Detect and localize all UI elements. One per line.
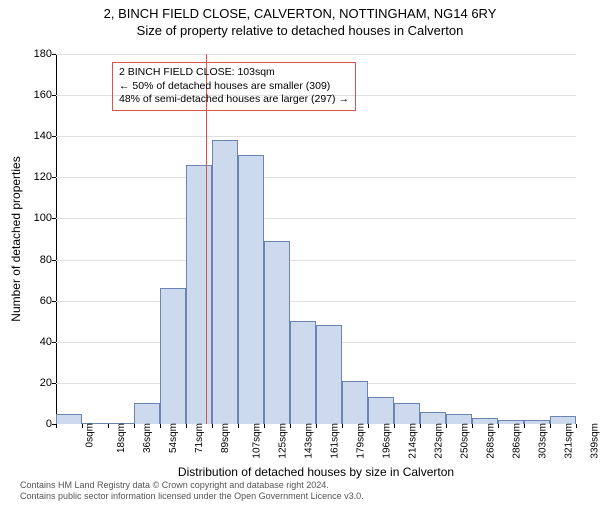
histogram-bar bbox=[212, 140, 238, 424]
footer-line-2: Contains public sector information licen… bbox=[20, 491, 364, 502]
y-tick-label: 40 bbox=[24, 336, 52, 348]
gridline bbox=[56, 177, 576, 178]
x-tick-mark bbox=[56, 424, 57, 428]
y-tick-mark bbox=[52, 383, 56, 384]
x-tick-label: 18sqm bbox=[116, 423, 127, 453]
gridline bbox=[56, 260, 576, 261]
annotation-line: 2 BINCH FIELD CLOSE: 103sqm bbox=[119, 66, 349, 80]
y-tick-label: 120 bbox=[24, 171, 52, 183]
y-tick-mark bbox=[52, 95, 56, 96]
y-tick-label: 20 bbox=[24, 377, 52, 389]
annotation-line: 48% of semi-detached houses are larger (… bbox=[119, 93, 349, 107]
x-tick-label: 89sqm bbox=[220, 423, 231, 453]
gridline bbox=[56, 301, 576, 302]
x-tick-label: 250sqm bbox=[460, 423, 471, 459]
histogram-bar bbox=[264, 241, 290, 424]
x-tick-label: 143sqm bbox=[304, 423, 315, 459]
x-tick-mark bbox=[82, 424, 83, 428]
x-tick-label: 303sqm bbox=[538, 423, 549, 459]
x-tick-mark bbox=[524, 424, 525, 428]
x-tick-label: 268sqm bbox=[486, 423, 497, 459]
x-tick-mark bbox=[160, 424, 161, 428]
x-tick-label: 232sqm bbox=[434, 423, 445, 459]
footer-attribution: Contains HM Land Registry data © Crown c… bbox=[20, 480, 364, 502]
x-tick-mark bbox=[394, 424, 395, 428]
x-tick-label: 36sqm bbox=[142, 423, 153, 453]
x-axis-label: Distribution of detached houses by size … bbox=[178, 465, 454, 479]
y-tick-mark bbox=[52, 177, 56, 178]
y-axis-label: Number of detached properties bbox=[9, 156, 23, 321]
y-tick-label: 60 bbox=[24, 295, 52, 307]
x-tick-mark bbox=[446, 424, 447, 428]
y-tick-mark bbox=[52, 301, 56, 302]
y-tick-label: 100 bbox=[24, 212, 52, 224]
y-tick-label: 180 bbox=[24, 48, 52, 60]
y-tick-mark bbox=[52, 218, 56, 219]
y-tick-mark bbox=[52, 136, 56, 137]
x-tick-label: 54sqm bbox=[168, 423, 179, 453]
histogram-bar bbox=[342, 381, 368, 424]
x-tick-mark bbox=[576, 424, 577, 428]
x-tick-label: 161sqm bbox=[330, 423, 341, 459]
y-tick-mark bbox=[52, 260, 56, 261]
x-tick-mark bbox=[290, 424, 291, 428]
x-tick-mark bbox=[186, 424, 187, 428]
chart-title-sub: Size of property relative to detached ho… bbox=[0, 23, 600, 38]
x-tick-mark bbox=[134, 424, 135, 428]
x-tick-label: 196sqm bbox=[382, 423, 393, 459]
y-tick-mark bbox=[52, 54, 56, 55]
histogram-bar bbox=[134, 403, 160, 424]
x-tick-label: 321sqm bbox=[564, 423, 575, 459]
histogram-bar bbox=[290, 321, 316, 424]
y-tick-label: 0 bbox=[24, 418, 52, 430]
x-tick-label: 214sqm bbox=[408, 423, 419, 459]
x-tick-mark bbox=[368, 424, 369, 428]
y-tick-mark bbox=[52, 342, 56, 343]
x-tick-label: 339sqm bbox=[590, 423, 600, 459]
y-tick-label: 140 bbox=[24, 130, 52, 142]
x-tick-mark bbox=[420, 424, 421, 428]
x-tick-mark bbox=[498, 424, 499, 428]
annotation-box: 2 BINCH FIELD CLOSE: 103sqm← 50% of deta… bbox=[112, 62, 356, 111]
x-tick-mark bbox=[108, 424, 109, 428]
y-axis-line bbox=[56, 54, 57, 424]
histogram-bar bbox=[160, 288, 186, 424]
x-tick-mark bbox=[550, 424, 551, 428]
x-tick-mark bbox=[316, 424, 317, 428]
histogram-bar bbox=[368, 397, 394, 424]
x-tick-label: 286sqm bbox=[512, 423, 523, 459]
plot-area: 0204060801001201401601800sqm18sqm36sqm54… bbox=[56, 54, 576, 424]
x-tick-label: 107sqm bbox=[252, 423, 263, 459]
histogram-bar bbox=[238, 155, 264, 424]
annotation-line: ← 50% of detached houses are smaller (30… bbox=[119, 80, 349, 94]
histogram-bar bbox=[316, 325, 342, 424]
histogram-bar bbox=[394, 403, 420, 424]
x-tick-label: 179sqm bbox=[356, 423, 367, 459]
x-tick-mark bbox=[212, 424, 213, 428]
x-tick-mark bbox=[264, 424, 265, 428]
footer-line-1: Contains HM Land Registry data © Crown c… bbox=[20, 480, 364, 491]
x-tick-mark bbox=[472, 424, 473, 428]
x-tick-label: 125sqm bbox=[278, 423, 289, 459]
y-tick-label: 160 bbox=[24, 89, 52, 101]
y-tick-label: 80 bbox=[24, 254, 52, 266]
plot-container: 0204060801001201401601800sqm18sqm36sqm54… bbox=[56, 54, 576, 424]
x-tick-label: 0sqm bbox=[84, 423, 95, 447]
histogram-bar bbox=[56, 414, 82, 424]
x-tick-label: 71sqm bbox=[194, 423, 205, 453]
x-tick-mark bbox=[238, 424, 239, 428]
histogram-bar bbox=[186, 165, 212, 424]
x-tick-mark bbox=[342, 424, 343, 428]
gridline bbox=[56, 218, 576, 219]
chart-title-main: 2, BINCH FIELD CLOSE, CALVERTON, NOTTING… bbox=[0, 6, 600, 21]
gridline bbox=[56, 136, 576, 137]
gridline bbox=[56, 54, 576, 55]
